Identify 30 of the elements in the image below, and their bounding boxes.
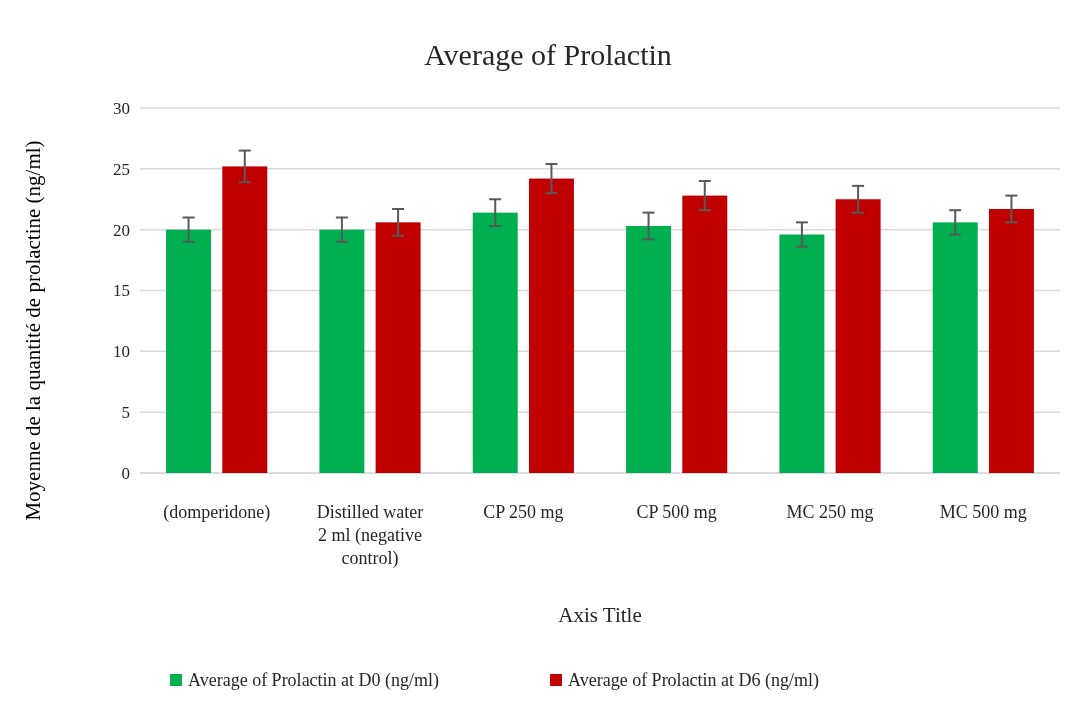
y-tick-label: 25	[113, 159, 130, 179]
bar	[528, 178, 574, 473]
bar	[835, 199, 881, 473]
legend-label: Average of Prolactin at D6 (ng/ml)	[568, 670, 820, 691]
bar	[932, 222, 978, 473]
bar	[472, 212, 518, 473]
y-axis-title: Moyenne de la quantité de prolactine (ng/ml)	[21, 140, 45, 521]
y-tick-label: 15	[113, 281, 130, 301]
bar	[166, 229, 212, 473]
legend-label: Average of Prolactin at D0 (ng/ml)	[188, 670, 440, 691]
bar	[779, 234, 825, 473]
y-tick-label: 0	[121, 463, 130, 483]
bar	[988, 208, 1034, 473]
x-axis-title: Axis Title	[558, 603, 642, 627]
x-tick-label: Distilled water 2 ml (negative control)	[316, 502, 424, 569]
y-tick-label: 10	[113, 342, 130, 362]
y-tick-label: 5	[121, 403, 130, 423]
x-tick-label: CP 500 mg	[636, 502, 717, 522]
x-tick-label: MC 500 mg	[939, 502, 1027, 522]
chart-title: Average of Prolactin	[424, 38, 672, 71]
bar	[626, 226, 672, 473]
bar	[319, 229, 365, 473]
bar	[375, 222, 421, 473]
x-tick-label: CP 250 mg	[483, 502, 564, 522]
y-tick-label: 30	[113, 98, 130, 118]
bar	[682, 195, 728, 473]
bar	[222, 166, 268, 473]
x-tick-label: MC 250 mg	[786, 502, 874, 522]
y-tick-label: 20	[113, 220, 130, 240]
x-tick-label: (domperidone)	[163, 502, 271, 523]
